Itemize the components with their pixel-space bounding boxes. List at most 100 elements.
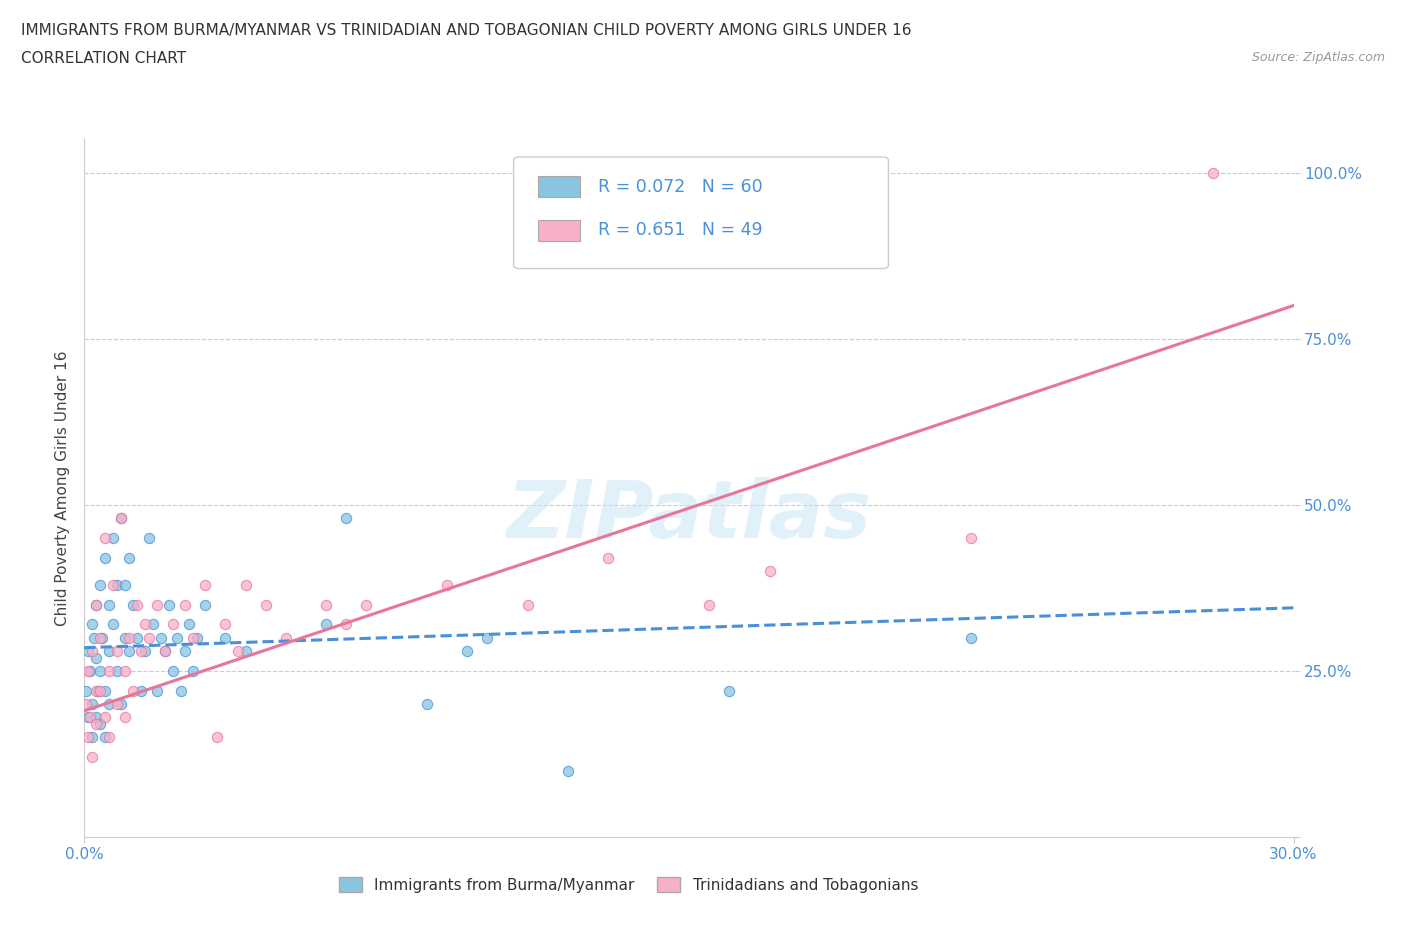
Point [77, 663, 100, 678]
Point [101, 617, 124, 631]
Point [174, 644, 197, 658]
Point [121, 684, 143, 698]
Point [138, 531, 160, 546]
Point [110, 511, 132, 525]
Point [516, 597, 538, 612]
Point [105, 697, 128, 711]
Text: R = 0.651   N = 49: R = 0.651 N = 49 [599, 221, 763, 239]
Point [697, 597, 720, 612]
Text: CORRELATION CHART: CORRELATION CHART [21, 51, 186, 66]
Point [86, 650, 108, 665]
Point [118, 644, 141, 658]
Point [235, 578, 257, 592]
Point [97, 597, 120, 612]
Point [114, 663, 136, 678]
Point [138, 631, 160, 645]
Point [97, 730, 120, 745]
Point [114, 578, 136, 592]
Point [181, 631, 204, 645]
Point [436, 578, 458, 592]
Point [93, 684, 115, 698]
Y-axis label: Child Poverty Among Girls Under 16: Child Poverty Among Girls Under 16 [55, 351, 70, 626]
Point [75, 697, 97, 711]
Point [75, 684, 97, 698]
Point [194, 597, 217, 612]
Text: IMMIGRANTS FROM BURMA/MYANMAR VS TRINIDADIAN AND TOBAGONIAN CHILD POVERTY AMONG : IMMIGRANTS FROM BURMA/MYANMAR VS TRINIDA… [21, 23, 911, 38]
Point [86, 710, 108, 724]
Point [118, 631, 141, 645]
Point [170, 684, 193, 698]
Point [149, 631, 172, 645]
Point [89, 578, 111, 592]
Point [114, 631, 136, 645]
Point [274, 631, 297, 645]
Point [86, 597, 108, 612]
Point [110, 511, 132, 525]
Point [315, 597, 337, 612]
Point [477, 631, 499, 645]
Point [97, 663, 120, 678]
Point [97, 697, 120, 711]
Point [89, 663, 111, 678]
Point [1202, 166, 1225, 180]
Legend: Immigrants from Burma/Myanmar, Trinidadians and Tobagonians: Immigrants from Burma/Myanmar, Trinidadi… [333, 871, 924, 899]
Point [125, 597, 148, 612]
Text: Source: ZipAtlas.com: Source: ZipAtlas.com [1251, 51, 1385, 64]
Point [315, 617, 337, 631]
Point [118, 551, 141, 565]
Point [186, 631, 208, 645]
Point [101, 578, 124, 592]
Point [214, 617, 236, 631]
Point [82, 750, 104, 764]
Point [146, 684, 169, 698]
Point [416, 697, 439, 711]
Point [162, 617, 184, 631]
Point [134, 644, 156, 658]
Point [129, 644, 152, 658]
Point [89, 631, 111, 645]
Point [77, 730, 100, 745]
FancyBboxPatch shape [513, 157, 889, 269]
Point [335, 617, 357, 631]
Point [93, 551, 115, 565]
Point [77, 644, 100, 658]
Point [89, 684, 111, 698]
Point [86, 684, 108, 698]
Point [93, 730, 115, 745]
Point [598, 551, 620, 565]
Point [114, 710, 136, 724]
Bar [538, 219, 581, 241]
Text: ZIPatlas: ZIPatlas [506, 477, 872, 555]
Point [356, 597, 378, 612]
Point [142, 617, 165, 631]
Point [77, 710, 100, 724]
Point [121, 597, 143, 612]
Point [82, 644, 104, 658]
Point [97, 644, 120, 658]
Point [93, 710, 115, 724]
Point [153, 644, 176, 658]
Point [89, 717, 111, 732]
Point [194, 578, 217, 592]
Point [86, 717, 108, 732]
Point [82, 730, 104, 745]
Point [174, 597, 197, 612]
Point [91, 631, 114, 645]
Point [87, 684, 110, 698]
Point [153, 644, 176, 658]
Point [157, 597, 180, 612]
Point [960, 531, 983, 546]
Point [181, 663, 204, 678]
Point [101, 531, 124, 546]
Point [79, 663, 101, 678]
Point [456, 644, 478, 658]
Point [335, 511, 357, 525]
Point [718, 684, 741, 698]
Point [105, 663, 128, 678]
Point [758, 564, 780, 578]
Point [105, 578, 128, 592]
Text: R = 0.072   N = 60: R = 0.072 N = 60 [599, 178, 763, 196]
Point [129, 684, 152, 698]
Point [146, 597, 169, 612]
Point [162, 663, 184, 678]
